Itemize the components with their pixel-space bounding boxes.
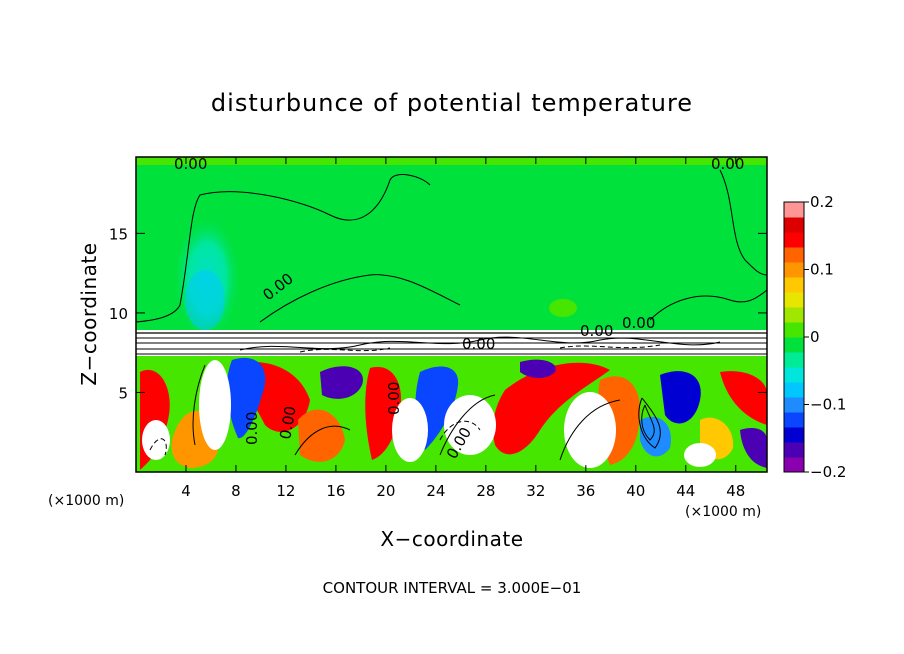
x-tick-label: 20 [376,482,395,500]
colorbar-swatch [784,427,804,443]
contour-line [239,336,721,351]
colorbar-swatch [784,307,804,323]
colorbar-swatch [784,352,804,368]
y-axis-label: Z−coordinate [77,242,101,385]
contour-line [192,364,206,446]
x-tick-label: 8 [231,482,241,500]
contour-line [559,399,621,461]
cool-eddy [320,366,363,399]
warm-eddy [365,366,401,460]
colorbar-swatch [784,397,804,413]
warm-eddy [720,371,767,425]
x-tick-label: 36 [576,482,595,500]
neutral-cell [142,420,170,460]
chart-title: disturbunce of potential temperature [211,89,693,117]
cool-eddy [226,357,266,439]
colorbar-tick-label: 0.2 [810,193,834,211]
contour-line [149,438,167,456]
cool-eddy [660,371,701,424]
y-tick-label: 10 [109,305,128,323]
contour-line [641,404,655,441]
plot-frame [135,156,768,473]
x-tick-label: 4 [181,482,191,500]
contour-line [299,347,391,353]
warm-eddy [298,409,345,462]
neutral-cell [564,392,616,468]
colorbar-tick-label: 0 [810,328,820,346]
warm-eddy [493,362,610,455]
y-axis: 5 10 15 [109,225,767,402]
neutral-cell [444,395,496,455]
colorbar-swatch [784,262,804,278]
x-tick-label: 32 [526,482,545,500]
contour-line [638,397,661,449]
contour-interval-note: CONTOUR INTERVAL = 3.000E−01 [323,579,582,597]
contour-line [439,420,481,441]
x-unit-left: (×1000 m) [48,493,124,509]
colorbar-tick-label: −0.1 [810,396,846,414]
x-axis: 4 8 12 16 20 24 28 32 36 40 44 48 [181,157,745,500]
x-tick-label: 16 [326,482,345,500]
x-tick-label: 28 [476,482,495,500]
colorbar-swatch [784,277,804,293]
colorbar-swatch [784,457,804,473]
x-tick-label: 24 [426,482,445,500]
plot-area: 0.00 0.00 0.00 0.00 0.00 0.00 0.00 0.00 … [136,155,767,472]
contour-label: 0.00 [385,382,403,415]
colorbar-swatch [784,382,804,398]
colorbar-swatch [784,442,804,458]
colorbar-swatch [784,337,804,353]
contour-line [719,169,767,276]
colorbar-swatch [784,322,804,338]
colorbar-swatch [784,412,804,428]
contour-line [559,344,661,349]
top-boundary-band [136,157,767,165]
y-tick-label: 15 [109,225,128,243]
contour-line [136,174,431,323]
colorbar-tick-label: −0.2 [810,463,846,481]
x-tick-label: 44 [676,482,695,500]
x-unit-right: (×1000 m) [685,504,761,520]
colorbar-swatch [784,247,804,263]
contour-label: 0.00 [580,322,613,340]
neutral-cell [392,398,428,462]
colorbar-swatch [784,292,804,308]
colorbar-swatch [784,232,804,248]
cool-blob-core [185,270,225,330]
x-tick-label: 12 [276,482,295,500]
colorbar-tick-label: 0.1 [810,261,834,279]
contour-line [439,394,496,456]
neutral-cell [684,443,716,467]
contour-label: 0.00 [622,314,655,332]
x-tick-label: 40 [626,482,645,500]
colorbar: 0.2 0.1 0 −0.1 −0.2 [783,193,846,481]
contour-label: 0.00 [462,335,495,353]
x-tick-label: 48 [726,482,745,500]
y-tick-label: 5 [118,384,128,402]
contour-line [294,425,351,456]
contour-label: 0.00 [276,405,300,441]
cool-eddy [640,416,671,457]
upper-field [136,157,767,337]
contour-label: 0.00 [174,155,207,173]
colorbar-swatch [784,217,804,233]
contour-label: 0.00 [243,412,261,445]
x-axis-label: X−coordinate [380,527,523,551]
warm-blob [549,299,577,317]
cool-eddy [520,359,556,378]
colorbar-swatch [784,367,804,383]
colorbar-swatch [784,202,804,218]
contour-line [649,289,767,321]
contour-line [259,274,461,323]
cool-eddy [740,428,767,468]
neutral-cell [199,360,231,450]
